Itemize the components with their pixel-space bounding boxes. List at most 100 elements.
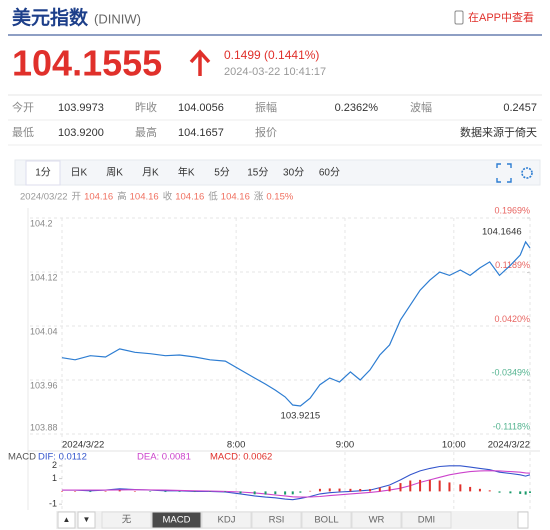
stat-label: 报价 <box>255 125 277 139</box>
y-tick-label: -1 <box>49 499 57 509</box>
macd-bar <box>419 479 422 492</box>
stat-label: 今开 <box>12 100 34 114</box>
y2-tick-label: 0.0420% <box>494 314 530 324</box>
macd-bar <box>478 488 481 492</box>
x-tick-label: 2024/3/22 <box>488 440 530 451</box>
info-value: 104.16 <box>130 192 159 203</box>
symbol-code: (DINIW) <box>94 11 141 26</box>
indicator-tab[interactable] <box>351 511 402 529</box>
price: 104.1555 <box>12 43 162 84</box>
macd-bar <box>328 488 331 492</box>
macd-bar <box>274 491 277 495</box>
stat-label: 波幅 <box>410 101 432 114</box>
stat-value: 0.2457 <box>503 102 537 114</box>
y-tick-label: 104.12 <box>30 272 58 282</box>
legend-entry: MACD: 0.0062 <box>210 452 272 463</box>
stat-value: 0.2362% <box>335 102 379 114</box>
phone-icon[interactable] <box>454 10 464 25</box>
macd-bar <box>409 480 412 492</box>
info-label: 开 <box>72 192 82 203</box>
macd-bar <box>438 480 441 492</box>
indicator-tab[interactable] <box>301 511 352 529</box>
y2-tick-label: 0.1969% <box>494 205 530 215</box>
macd-bar <box>469 486 472 492</box>
macd-bar <box>498 491 501 493</box>
period-tab[interactable]: 1分 <box>35 167 51 179</box>
price-line <box>61 240 531 407</box>
scroll-button[interactable] <box>77 511 96 529</box>
app-link[interactable]: 在APP中查看 <box>468 10 534 24</box>
info-label: 涨 <box>254 192 264 203</box>
macd-bar <box>378 487 381 492</box>
page-title: 美元指数 <box>12 6 89 29</box>
x-tick-label: 8:00 <box>227 440 246 451</box>
y-tick-label: 103.88 <box>30 422 58 432</box>
indicator-tab-label[interactable]: WR <box>369 515 385 526</box>
macd-bar <box>448 482 451 492</box>
scroll-button-label[interactable]: ▲ <box>63 515 71 524</box>
period-tab[interactable]: 15分 <box>247 167 268 179</box>
info-label: 低 <box>208 191 218 203</box>
info-value: 104.16 <box>175 192 204 203</box>
stat-value: 数据来源于倚天 <box>460 125 537 139</box>
indicator-tab[interactable] <box>401 511 452 529</box>
macd-bar <box>74 491 77 492</box>
tab-bar <box>14 159 541 186</box>
indicator-tab-label[interactable]: RSI <box>269 515 285 526</box>
macd-bar <box>509 491 512 494</box>
indicator-tab-label[interactable]: BOLL <box>314 515 338 526</box>
info-value: 104.16 <box>84 192 113 203</box>
fullscreen-icon[interactable] <box>496 163 512 183</box>
indicator-tab[interactable] <box>151 511 202 529</box>
legend-entry: DIF: 0.0112 <box>38 452 87 463</box>
indicator-tab[interactable] <box>201 511 252 529</box>
stat-value: 104.0056 <box>178 102 224 114</box>
indicator-tab[interactable] <box>101 511 152 529</box>
macd-bar <box>388 486 391 492</box>
macd-bar <box>519 491 522 494</box>
macd-bar <box>399 483 402 492</box>
settings-icon[interactable] <box>521 167 533 179</box>
period-tab[interactable]: 月K <box>142 167 159 179</box>
indicator-tab-label[interactable]: KDJ <box>218 515 236 526</box>
max-label: 104.1646 <box>482 226 522 237</box>
info-label: 高 <box>117 191 127 203</box>
macd-bar <box>318 488 321 492</box>
macd-bar <box>224 491 227 493</box>
period-tab[interactable]: 60分 <box>319 167 340 179</box>
period-tab[interactable]: 周K <box>106 167 123 179</box>
y-tick-label: 104.04 <box>30 326 58 336</box>
indicator-tab[interactable] <box>251 511 302 529</box>
indicator-line <box>62 470 531 498</box>
more-button[interactable] <box>517 511 529 529</box>
y-tick-label: 103.96 <box>30 380 58 390</box>
stat-value: 103.9200 <box>58 127 104 139</box>
macd-bar <box>178 491 181 492</box>
macd-bar <box>193 491 196 493</box>
macd-bar <box>291 491 294 495</box>
x-tick-label: 10:00 <box>442 440 466 451</box>
up-arrow <box>189 49 211 76</box>
indicator-tab-label[interactable]: DMI <box>418 515 435 526</box>
period-tab[interactable]: 年K <box>178 166 195 179</box>
scroll-button-label[interactable]: ▼ <box>83 515 91 524</box>
indicator-tab-label[interactable]: MACD <box>163 515 191 526</box>
period-tab[interactable]: 5分 <box>214 167 230 179</box>
scroll-button[interactable] <box>57 511 76 529</box>
period-tab[interactable]: 日K <box>70 168 87 179</box>
stat-label: 昨收 <box>135 100 157 114</box>
macd-bar <box>369 489 372 492</box>
macd-bar <box>428 479 431 492</box>
macd-bar <box>309 490 312 492</box>
macd-bar <box>253 491 256 495</box>
y-tick-label: 104.2 <box>30 218 53 228</box>
indicator-line <box>62 465 531 501</box>
period-tab[interactable]: 30分 <box>283 167 304 179</box>
info-value: 0.15% <box>266 192 293 203</box>
indicator-tab-label[interactable]: 无 <box>122 515 132 526</box>
macd-bar <box>239 491 242 494</box>
macd-bar <box>209 491 212 492</box>
macd-bar <box>299 491 302 493</box>
